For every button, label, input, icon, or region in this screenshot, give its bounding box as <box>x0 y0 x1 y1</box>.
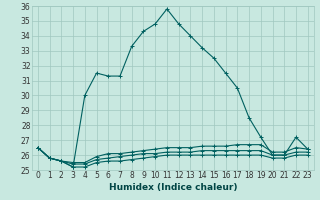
X-axis label: Humidex (Indice chaleur): Humidex (Indice chaleur) <box>108 183 237 192</box>
